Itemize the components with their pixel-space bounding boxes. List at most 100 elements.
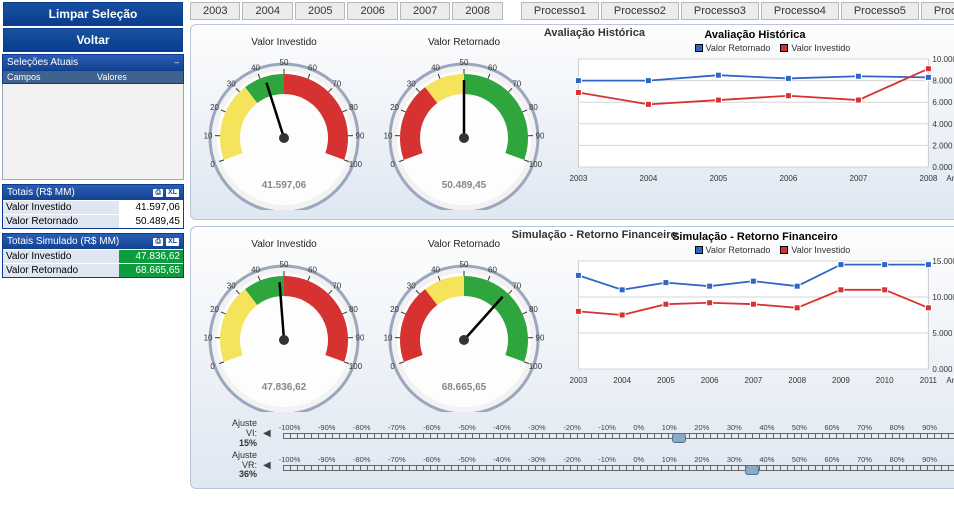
gauge-returned-historic: 010203040506070809010050.489,45 (384, 50, 544, 210)
svg-text:41.597,06: 41.597,06 (262, 180, 307, 191)
totals-sim-title: Totais Simulado (R$ MM) ⎙XL (3, 234, 183, 249)
svg-text:6.000: 6.000 (932, 98, 953, 107)
current-selections-header: Seleções Atuais – (2, 54, 184, 71)
svg-text:60: 60 (308, 64, 317, 73)
process-tab[interactable]: Processo4 (761, 2, 839, 20)
svg-text:50: 50 (280, 260, 289, 269)
svg-text:20: 20 (390, 103, 399, 112)
slider-label: AjusteVI:15% (209, 419, 257, 449)
svg-text:2007: 2007 (850, 174, 868, 183)
legend-item: Valor Retornado (695, 245, 771, 255)
svg-text:50: 50 (280, 58, 289, 67)
gauge-label: Valor Retornado (379, 37, 549, 48)
svg-text:10: 10 (384, 131, 393, 140)
main-area: 200320042005200620072008Processo1Process… (186, 0, 954, 522)
year-tab[interactable]: 2006 (347, 2, 397, 20)
historic-title: Avaliação Histórica (544, 27, 645, 39)
svg-text:Ano: Ano (946, 376, 954, 385)
legend-item: Valor Investido (780, 43, 850, 53)
svg-text:10.000: 10.000 (932, 293, 954, 302)
historic-card: Avaliação Histórica Valor Investido 0 10 2… (190, 24, 954, 220)
simulation-gauges: Valor Investido 010203040506070809010047… (199, 231, 549, 415)
svg-text:2006: 2006 (780, 174, 798, 183)
svg-text:70: 70 (512, 79, 521, 88)
svg-text:20: 20 (210, 103, 219, 112)
svg-text:47.836,62: 47.836,62 (262, 382, 307, 393)
svg-text:100: 100 (529, 160, 543, 169)
back-button[interactable]: Voltar (3, 28, 183, 52)
svg-text:100: 100 (349, 362, 363, 371)
clear-selection-button[interactable]: Limpar Seleção (3, 2, 183, 26)
year-tab[interactable]: 2003 (190, 2, 240, 20)
process-tab[interactable]: Processo2 (601, 2, 679, 20)
svg-text:30: 30 (227, 281, 236, 290)
export-icons[interactable]: ⎙XL (153, 238, 179, 246)
totals-row: Valor Retornado 68.665,65 (3, 263, 183, 277)
year-tab[interactable]: 2008 (452, 2, 502, 20)
chart-legend: Valor RetornadoValor Investido (555, 43, 954, 53)
historic-linechart: 0.0002.0004.0006.0008.00010.000200320042… (555, 55, 954, 185)
svg-text:2009: 2009 (832, 376, 850, 385)
process-tab[interactable]: Processo6 (921, 2, 954, 20)
svg-text:2010: 2010 (876, 376, 894, 385)
svg-text:2006: 2006 (701, 376, 719, 385)
svg-text:15.000: 15.000 (932, 257, 954, 266)
svg-text:0: 0 (210, 362, 215, 371)
svg-text:20: 20 (390, 305, 399, 314)
slider-track[interactable]: -100%-90%-80%-70%-60%-50%-40%-30%-20%-10… (277, 455, 954, 477)
slider-handle[interactable] (745, 465, 759, 475)
historic-chart: Avaliação Histórica R$ MM Valor Retornad… (555, 29, 954, 185)
totals-row-value: 68.665,65 (119, 263, 183, 277)
col-campos: Campos (3, 71, 93, 83)
svg-text:20: 20 (210, 305, 219, 314)
slider-track[interactable]: -100%-90%-80%-70%-60%-50%-40%-30%-20%-10… (277, 423, 954, 445)
totals-box: Totais (R$ MM) ⎙XL Valor Investido 41.59… (2, 184, 184, 229)
totals-row-value: 50.489,45 (119, 214, 183, 228)
process-tab[interactable]: Processo1 (521, 2, 599, 20)
slider-handle[interactable] (672, 433, 686, 443)
process-tab[interactable]: Processo3 (681, 2, 759, 20)
export-icons[interactable]: ⎙XL (153, 189, 179, 197)
simulation-card: Simulação - Retorno Financeiro Valor Inv… (190, 226, 954, 489)
simulation-title: Simulação - Retorno Financeiro (512, 229, 678, 241)
svg-text:100: 100 (529, 362, 543, 371)
svg-text:80: 80 (529, 305, 538, 314)
svg-text:2004: 2004 (640, 174, 658, 183)
simulation-chart: Simulação - Retorno Financeiro R$ MM Val… (555, 231, 954, 387)
year-tab[interactable]: 2004 (242, 2, 292, 20)
svg-text:2005: 2005 (710, 174, 728, 183)
totals-row: Valor Investido 47.836,62 (3, 249, 183, 263)
svg-text:50.489,45: 50.489,45 (442, 180, 487, 191)
totals-row-label: Valor Retornado (3, 214, 119, 228)
adjustment-sliders: AjusteVI:15% ◀ -100%-90%-80%-70%-60%-50%-4… (209, 419, 954, 480)
svg-text:10: 10 (204, 131, 213, 140)
svg-text:70: 70 (332, 281, 341, 290)
gauge-label: Valor Investido (199, 37, 369, 48)
year-tab[interactable]: 2007 (400, 2, 450, 20)
svg-text:10: 10 (204, 333, 213, 342)
totals-sim-box: Totais Simulado (R$ MM) ⎙XL Valor Invest… (2, 233, 184, 278)
simulation-linechart: 0.0005.00010.00015.000200320042005200620… (555, 257, 954, 387)
slider-row[interactable]: AjusteVR:36%◀-100%-90%-80%-70%-60%-50%-4… (209, 451, 954, 481)
svg-text:30: 30 (227, 79, 236, 88)
svg-text:2003: 2003 (570, 174, 588, 183)
svg-text:90: 90 (536, 131, 544, 140)
totals-row-label: Valor Investido (3, 249, 119, 263)
svg-text:2004: 2004 (613, 376, 631, 385)
svg-text:80: 80 (349, 103, 358, 112)
svg-text:5.000: 5.000 (932, 329, 953, 338)
process-tab[interactable]: Processo5 (841, 2, 919, 20)
slider-left-arrow[interactable]: ◀ (263, 428, 271, 439)
historic-gauges: Valor Investido 010203040506070809010041… (199, 29, 549, 213)
slider-row[interactable]: AjusteVI:15% ◀ -100%-90%-80%-70%-60%-50%-4… (209, 419, 954, 449)
sidebar: Limpar Seleção Voltar Seleções Atuais – … (0, 0, 186, 522)
minimize-icon[interactable]: – (175, 58, 179, 67)
gauge-label: Valor Investido (199, 239, 369, 250)
totals-row-value: 47.836,62 (119, 249, 183, 263)
svg-text:40: 40 (431, 266, 440, 275)
svg-text:90: 90 (536, 333, 544, 342)
year-tab[interactable]: 2005 (295, 2, 345, 20)
svg-text:0: 0 (390, 160, 395, 169)
slider-left-arrow[interactable]: ◀ (263, 460, 271, 471)
svg-text:30: 30 (407, 79, 416, 88)
